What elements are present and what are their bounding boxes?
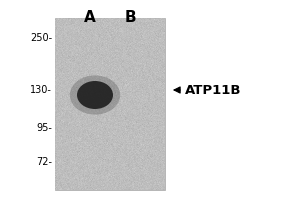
Text: 250-: 250- bbox=[30, 33, 52, 43]
Ellipse shape bbox=[77, 81, 113, 109]
Text: ATP11B: ATP11B bbox=[185, 84, 242, 97]
Text: B: B bbox=[124, 10, 136, 25]
Text: 72-: 72- bbox=[36, 157, 52, 167]
Ellipse shape bbox=[70, 75, 120, 115]
Text: 95-: 95- bbox=[36, 123, 52, 133]
Bar bbox=[55, 18, 165, 190]
Text: 130-: 130- bbox=[30, 85, 52, 95]
Text: A: A bbox=[84, 10, 96, 25]
